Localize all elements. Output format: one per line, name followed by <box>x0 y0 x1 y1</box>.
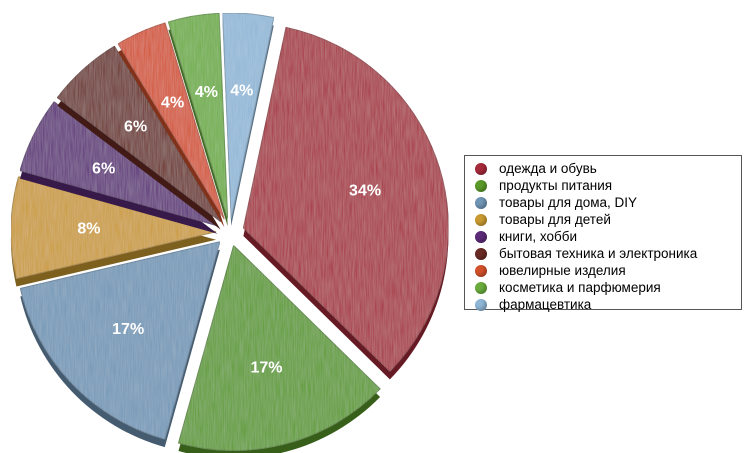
pie-slice <box>19 101 218 227</box>
legend-item: товары для дома, DIY <box>475 194 741 211</box>
pie-slice-labels: 34% 17% 17% 8% 6% 6% 4% 4% 4% <box>77 83 381 377</box>
legend-item: продукты питания <box>475 177 741 194</box>
legend-swatch <box>475 162 487 175</box>
legend-label: бытовая техника и электроника <box>499 246 698 261</box>
pie-slice <box>10 175 217 280</box>
pie-slice <box>167 12 229 219</box>
legend-item: книги, хобби <box>475 228 741 245</box>
legend-label: ювелирные изделия <box>499 263 626 278</box>
legend-item: товары для детей <box>475 211 741 228</box>
legend-item: бытовая техника и электроника <box>475 245 741 262</box>
pie-slice <box>117 22 225 220</box>
pie-slice-label: 6% <box>124 118 147 135</box>
legend-item: косметика и парфюмерия <box>475 279 741 296</box>
legend: одежда и обувь продукты питания товары для… <box>464 155 742 313</box>
pie-slice-label: 4% <box>161 94 184 111</box>
pie-slice <box>177 244 381 452</box>
legend-label: одежда и обувь <box>499 161 597 176</box>
legend-label: фармацевтика <box>499 297 592 312</box>
pie-slice-label: 17% <box>251 360 283 377</box>
pie-slice-label: 34% <box>349 182 381 199</box>
legend-item: одежда и обувь <box>475 160 741 177</box>
pie-slice-label: 8% <box>77 220 100 237</box>
pie-slice-label: 6% <box>92 160 115 177</box>
legend-swatch <box>475 179 487 192</box>
pie-slice <box>19 241 221 440</box>
pie-slice-label: 4% <box>195 84 218 101</box>
pie-slice <box>242 26 449 373</box>
pie-slice <box>56 45 222 222</box>
legend-label: товары для дома, DIY <box>499 195 638 210</box>
legend-label: книги, хобби <box>499 229 577 244</box>
legend-item: фармацевтика <box>475 296 741 313</box>
legend-swatch <box>475 264 487 277</box>
legend-item: ювелирные изделия <box>475 262 741 279</box>
legend-label: товары для детей <box>499 212 611 227</box>
legend-swatch <box>475 213 487 226</box>
legend-swatch <box>475 247 487 260</box>
legend-swatch <box>475 230 487 243</box>
pie-slices <box>10 12 449 453</box>
legend-swatch <box>475 298 487 311</box>
pie-slice-label: 4% <box>230 83 253 100</box>
legend-label: продукты питания <box>499 178 613 193</box>
legend-swatch <box>475 281 487 294</box>
legend-label: косметика и парфюмерия <box>499 280 661 295</box>
legend-swatch <box>475 196 487 209</box>
pie-slice-label: 17% <box>112 321 144 338</box>
pie-slice <box>222 12 275 219</box>
